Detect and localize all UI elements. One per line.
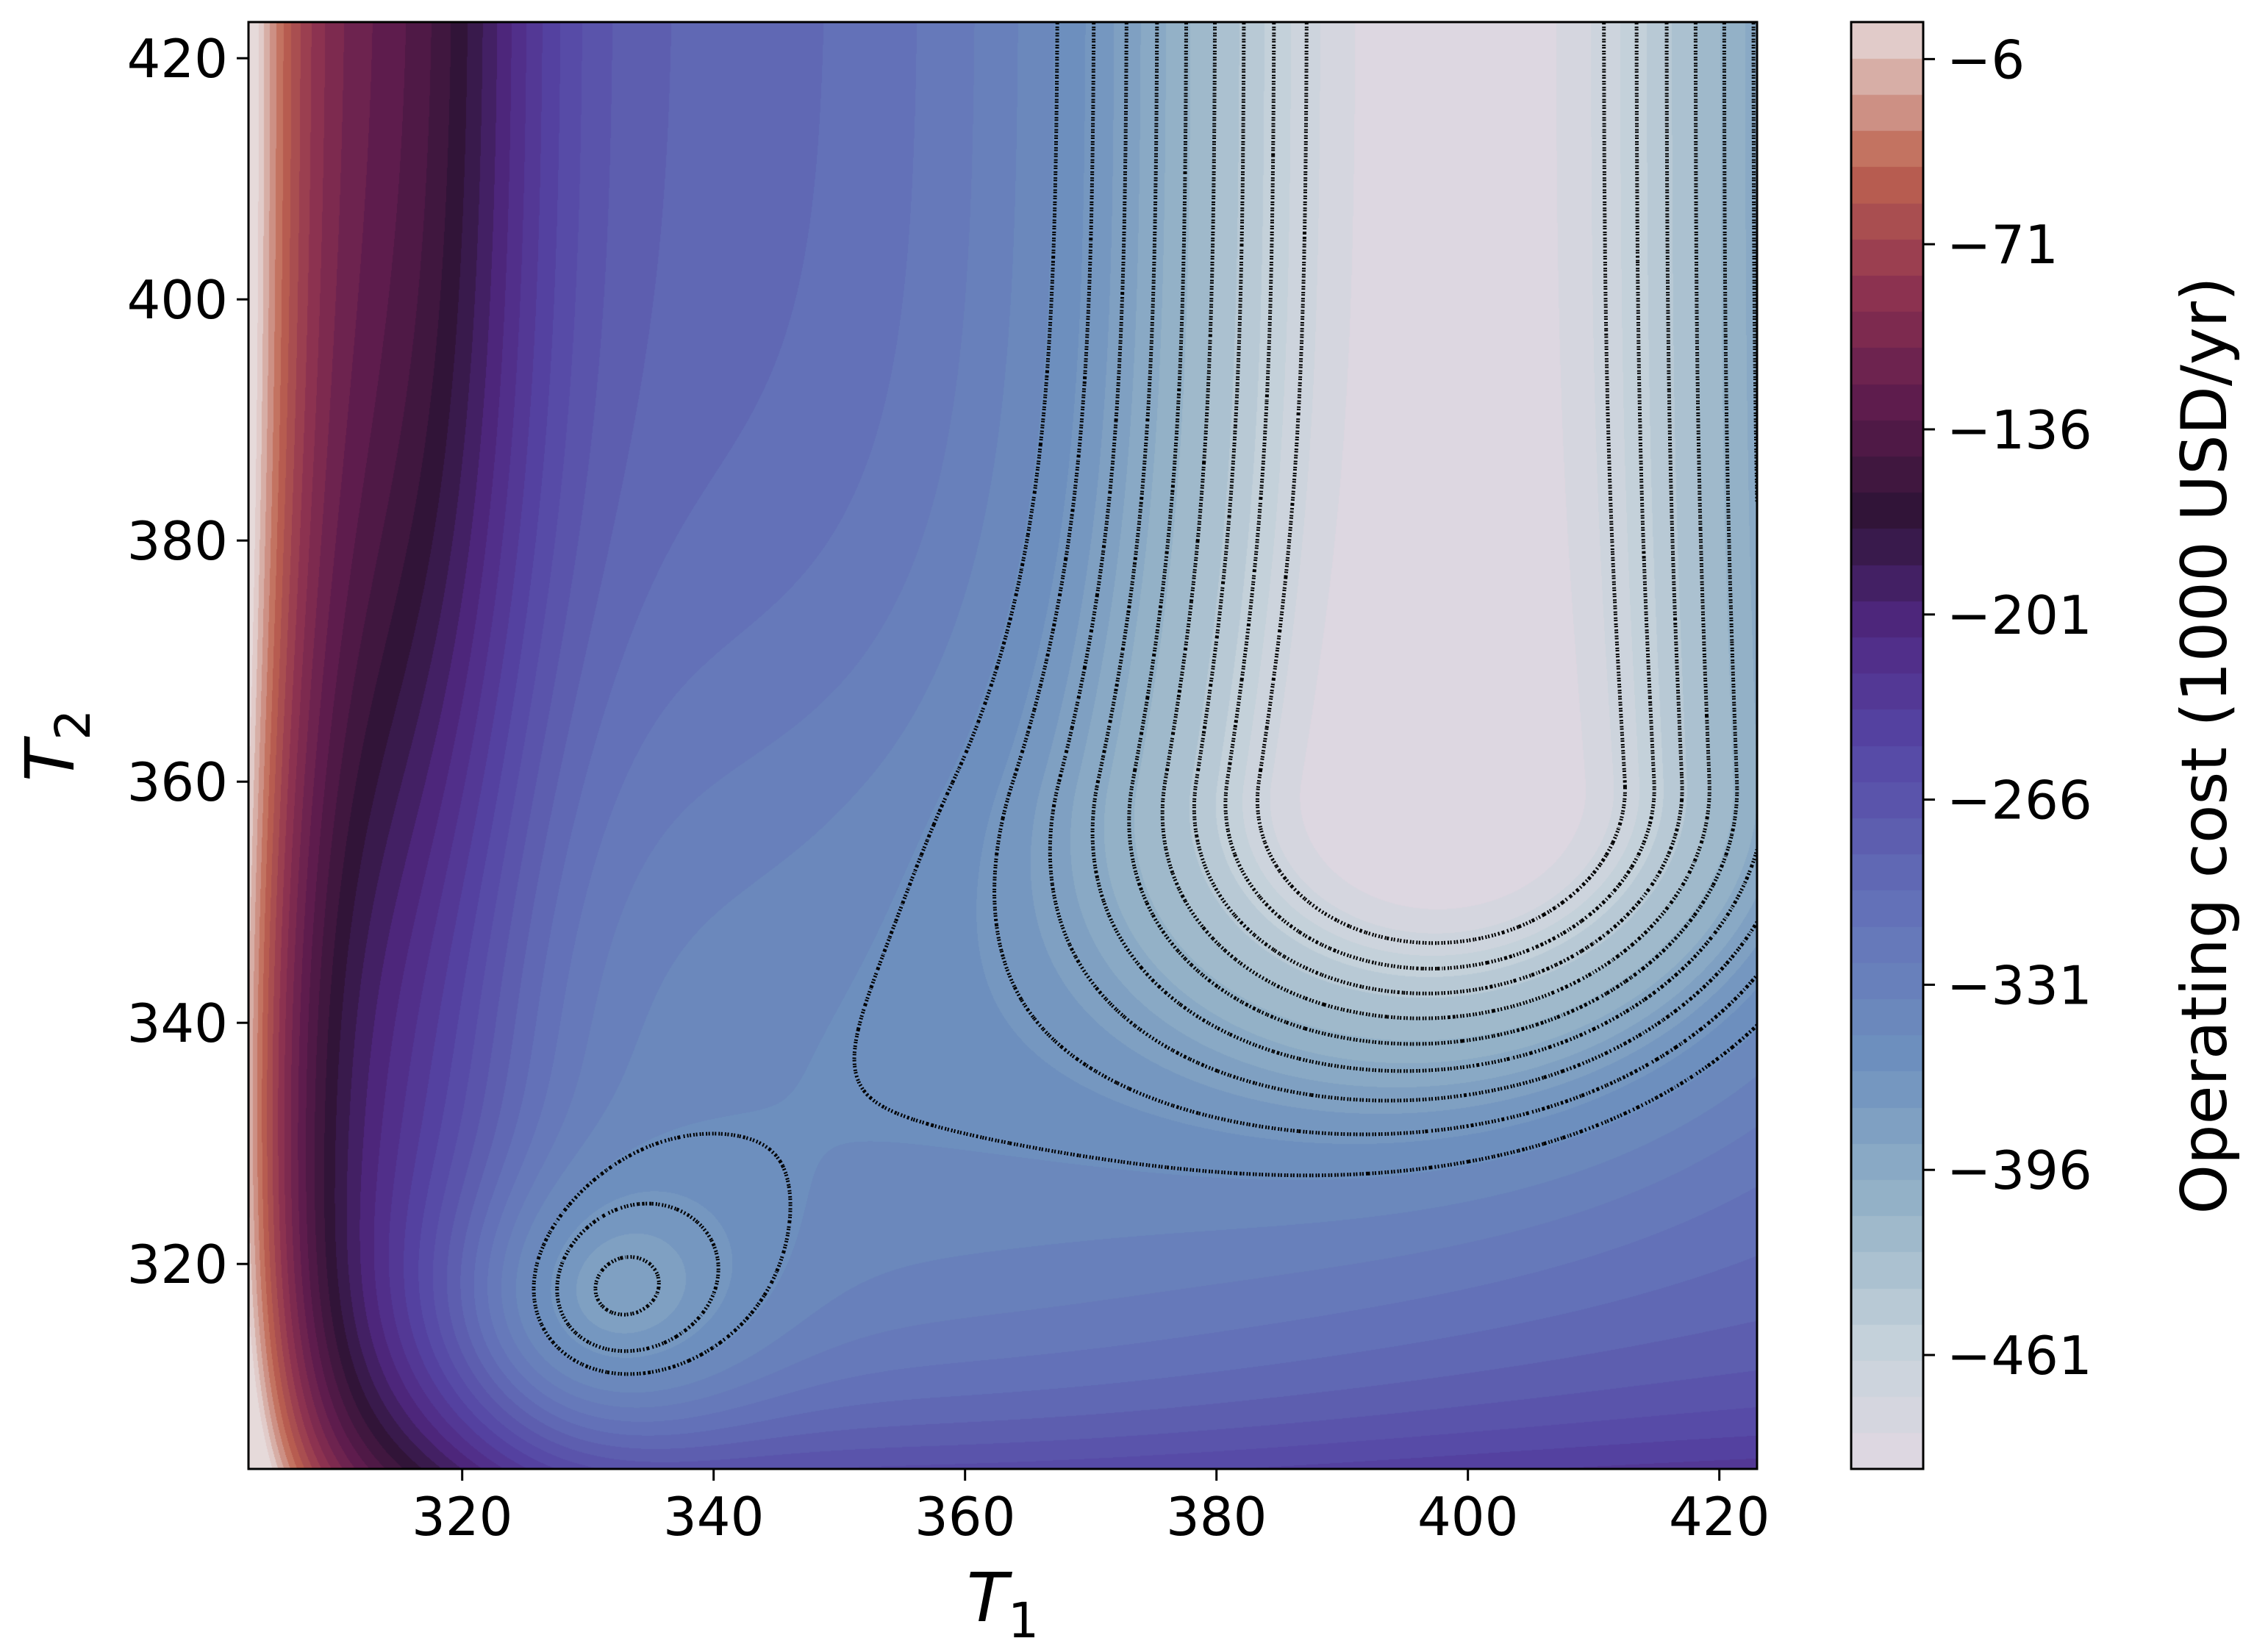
x-axis-label: T1 [967,1559,1039,1649]
contour-line-3 [1160,22,1711,1020]
contour-fill [248,22,1757,1469]
colorbar-tick-label: −6 [1947,29,2025,90]
colorbar-tick-label: −461 [1947,1325,2092,1387]
y-axis-ticks: 320 340 360 380 400 420 [127,28,248,1295]
colorbar-frame [1850,21,1925,1470]
x-tick-label: 400 [1417,1486,1518,1548]
contour-lines [532,22,1757,1376]
colorbar-tick-label: −331 [1947,954,2092,1016]
colorbar-label: Operating cost (1000 USD/yr) [2168,276,2242,1214]
y-tick-label: 360 [127,751,228,813]
y-tick-label: 400 [127,269,228,331]
contour-line-7 [555,22,1757,1354]
contour-line-1 [1223,22,1656,971]
plot-area [248,22,1757,1469]
contour-line-8 [532,22,1757,1376]
plot-frame [247,21,1759,1470]
x-axis-label-subscript: 1 [1008,1592,1039,1649]
colorbar-tick-label: −201 [1947,584,2092,646]
x-tick-label: 380 [1166,1486,1267,1548]
x-tick-label: 320 [412,1486,512,1548]
x-axis-ticks: 320 340 360 380 400 420 [412,1469,1770,1548]
colorbar-tick-label: −396 [1947,1140,2092,1201]
colorbar-tick-label: −71 [1947,214,2058,276]
y-tick-label: 380 [127,510,228,572]
x-tick-label: 340 [663,1486,764,1548]
y-tick-label: 320 [127,1234,228,1295]
y-tick-label: 340 [127,993,228,1054]
colorbar-gradient [1851,22,1923,1469]
contour-line-6 [593,22,1757,1317]
colorbar-tick-label: −266 [1947,770,2092,832]
contour-line-4 [1127,22,1739,1046]
contour-line-5 [1090,22,1757,1073]
x-tick-label: 420 [1669,1486,1770,1548]
y-tick-label: 420 [127,28,228,90]
y-axis-label-subscript: 2 [45,709,101,740]
contour-line-2 [1192,22,1684,995]
colorbar-tick-label: −136 [1947,399,2092,461]
x-tick-label: 360 [915,1486,1015,1548]
colorbar-ticks: −6 −71 −136 −201 −266 −331 −396 −461 [1923,29,2092,1387]
y-axis-label: T2 [11,709,101,782]
